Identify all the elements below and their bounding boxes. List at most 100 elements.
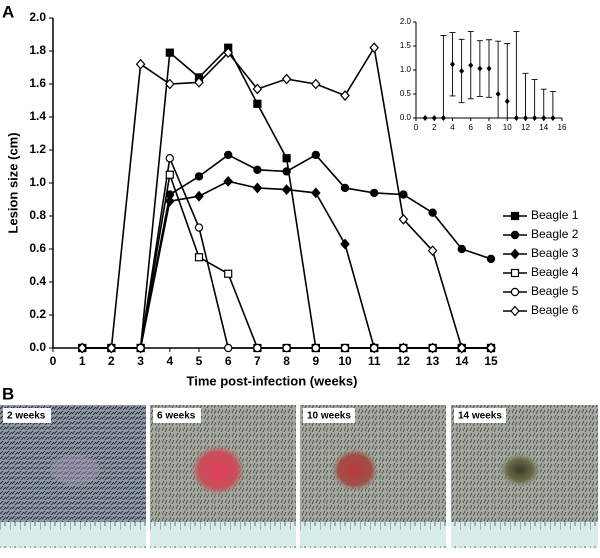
legend-marker — [510, 248, 520, 260]
point — [440, 115, 446, 121]
x-tick-label: 0 — [414, 123, 419, 132]
error-bar — [522, 72, 529, 118]
y-tick-label: 2.0 — [29, 10, 46, 24]
marker — [252, 182, 263, 194]
error-bar — [540, 88, 547, 118]
y-tick-label: 2.0 — [400, 17, 412, 26]
legend-marker — [510, 287, 520, 297]
marker — [399, 343, 408, 353]
x-axis-title: Time post-infection (weeks) — [187, 373, 358, 388]
point — [468, 62, 474, 69]
marker — [194, 76, 204, 88]
marker — [428, 208, 437, 217]
marker — [399, 190, 408, 199]
x-tick-label: 7 — [254, 354, 261, 368]
point — [450, 61, 455, 68]
legend-marker — [510, 211, 520, 221]
marker — [369, 42, 380, 54]
point — [523, 115, 528, 121]
marker — [223, 150, 233, 160]
x-tick-label: 8 — [283, 354, 290, 368]
marker — [136, 343, 145, 353]
marker — [253, 99, 262, 108]
photo-label: 2 weeks — [7, 411, 46, 422]
error-bar — [440, 34, 447, 118]
marker — [223, 343, 233, 353]
marker — [194, 253, 204, 262]
x-tick-label: 11 — [368, 354, 381, 368]
x-tick-label: 14 — [455, 354, 469, 368]
legend-label: Beagle 5 — [531, 284, 579, 298]
y-tick-label: 1.0 — [29, 175, 46, 189]
marker — [311, 150, 320, 160]
point — [477, 65, 483, 72]
x-tick-label: 10 — [338, 354, 352, 368]
x-tick-label: 1 — [79, 354, 86, 368]
marker — [253, 165, 262, 174]
legend-label: Beagle 6 — [531, 303, 579, 317]
y-tick-label: 0.0 — [29, 340, 46, 354]
marker — [223, 47, 234, 59]
legend-label: Beagle 4 — [531, 265, 579, 279]
marker — [340, 343, 350, 353]
marker — [310, 187, 321, 199]
marker — [486, 342, 496, 354]
point — [541, 115, 547, 121]
marker — [282, 343, 291, 353]
point — [532, 115, 538, 121]
photo-label: 6 weeks — [157, 411, 196, 422]
x-tick-label: 4 — [450, 123, 455, 132]
marker — [282, 154, 291, 163]
y-tick-label: 0.4 — [29, 274, 46, 288]
marker — [194, 223, 204, 232]
x-tick-label: 5 — [196, 354, 203, 368]
marker — [165, 170, 174, 179]
y-tick-label: 0.6 — [29, 241, 46, 255]
y-tick-label: 1.8 — [29, 43, 46, 57]
error-bar — [513, 31, 520, 118]
photo-panel — [0, 405, 598, 548]
marker — [223, 175, 234, 187]
x-tick-label: 3 — [137, 354, 144, 368]
x-tick-label: 13 — [426, 354, 440, 368]
y-tick-label: 1.4 — [29, 109, 46, 123]
photo — [0, 405, 146, 548]
panel-label: A — [2, 2, 14, 21]
y-tick-label: 1.6 — [29, 76, 46, 90]
marker — [311, 343, 320, 353]
marker — [457, 244, 466, 254]
x-tick-label: 9 — [312, 354, 319, 368]
marker — [165, 154, 174, 163]
y-tick-label: 0.8 — [29, 208, 46, 222]
point — [513, 115, 519, 121]
x-tick-label: 6 — [225, 354, 232, 368]
x-tick-label: 2 — [432, 123, 437, 132]
x-tick-label: 0 — [50, 354, 57, 368]
x-tick-label: 8 — [487, 123, 492, 132]
photo — [300, 405, 446, 548]
series-line — [82, 46, 491, 349]
series-line — [82, 45, 491, 349]
y-tick-label: 1.5 — [400, 41, 412, 50]
x-tick-label: 12 — [397, 354, 411, 368]
point — [486, 65, 492, 72]
marker — [106, 342, 117, 354]
marker — [165, 48, 174, 57]
x-tick-label: 10 — [503, 123, 512, 132]
marker — [340, 90, 350, 101]
point — [459, 67, 465, 74]
y-tick-label: 1.0 — [400, 65, 412, 74]
marker — [428, 343, 437, 353]
marker — [340, 183, 350, 193]
y-axis-title: Lesion size (cm) — [5, 132, 20, 233]
legend-marker — [510, 230, 520, 240]
marker — [253, 343, 262, 353]
y-tick-label: 0.2 — [29, 307, 46, 321]
legend-label: Beagle 3 — [531, 246, 579, 260]
photo-label: 10 weeks — [307, 411, 351, 422]
panel-label: B — [2, 384, 14, 403]
x-tick-label: 12 — [521, 123, 530, 132]
marker — [282, 167, 291, 176]
x-tick-label: 2 — [108, 354, 115, 368]
